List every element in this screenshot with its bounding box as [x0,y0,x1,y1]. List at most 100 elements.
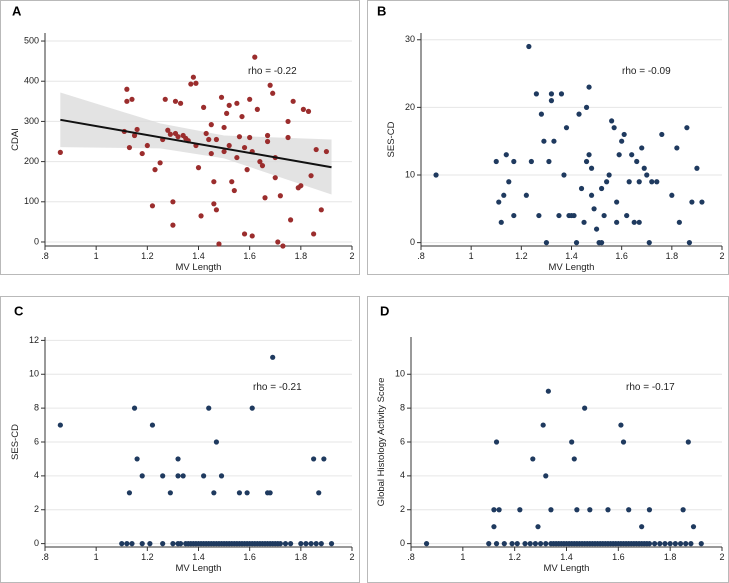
x-tick-label: 1.2 [508,552,521,562]
data-point [646,541,653,547]
data-point [588,192,595,198]
y-tick-label: 8 [400,403,405,413]
data-point [57,149,63,155]
data-point [236,490,243,496]
data-point [621,131,627,138]
data-point [636,219,642,225]
data-point [583,104,590,110]
y-tick-label: 200 [24,156,39,166]
data-point [226,102,232,108]
x-tick-label: .8 [407,552,415,562]
data-point [558,91,565,97]
data-point [267,490,273,496]
x-tick-label: 2 [719,552,724,562]
data-point [652,541,658,547]
data-point [131,132,138,139]
data-point [249,405,255,411]
x-tick-label: 2 [349,552,354,562]
data-point [618,422,624,428]
data-point [659,131,665,138]
data-point [561,172,567,178]
x-tick-label: 1.6 [243,552,256,562]
data-point [631,219,637,225]
x-tick-label: .8 [417,251,425,261]
x-tick-label: 1.6 [612,552,625,562]
x-axis-label: MV Length [176,563,222,574]
data-point [203,130,209,137]
data-point [543,541,549,547]
data-point [583,158,590,165]
data-point [604,179,610,185]
data-point [571,212,577,219]
data-point [167,490,173,496]
x-tick-label: 1.8 [664,552,677,562]
data-point [576,111,582,117]
data-point [239,113,245,120]
data-point [139,150,145,157]
data-point [211,490,217,496]
data-point [639,524,645,530]
data-point [311,231,317,237]
x-tick-label: 2 [719,251,724,261]
data-point [522,541,528,547]
y-tick-label: 8 [34,403,39,413]
data-point [131,405,138,411]
data-point [264,132,271,139]
data-point [311,456,317,462]
data-point [685,439,691,445]
data-point [538,111,545,117]
data-point [537,541,544,547]
data-point [126,490,133,496]
data-point [496,507,502,513]
data-point [300,106,306,112]
x-tick-label: 1 [469,251,474,261]
data-point [221,124,227,131]
x-axis-label: MV Length [544,563,590,574]
x-tick-label: 1.8 [666,251,679,261]
y-tick-label: 30 [405,34,415,44]
data-point [646,507,653,513]
data-point [582,405,588,411]
data-point [581,219,587,225]
data-point [563,125,570,131]
rho-annotation: rho = -0.09 [622,66,671,77]
data-point [165,127,171,133]
data-point [573,240,580,246]
data-point [282,541,289,547]
data-point [526,43,532,50]
data-point [491,524,497,530]
data-point [298,183,304,189]
data-point [686,240,692,246]
y-tick-label: 300 [24,116,39,126]
rho-annotation: rho = -0.21 [253,382,302,393]
x-tick-label: 1.4 [565,251,578,261]
data-point [206,405,212,411]
data-point [236,134,243,140]
data-point [160,541,166,547]
data-point [305,108,312,114]
data-point [267,82,273,88]
panel-label: D [380,303,389,318]
data-point [290,98,296,104]
data-point [599,240,605,246]
data-point [543,473,549,479]
data-point [646,240,652,246]
data-point [536,212,542,219]
data-point [636,179,642,185]
data-point [605,507,611,513]
data-point [241,144,248,151]
data-point [540,422,546,428]
x-tick-label: 1.8 [295,552,308,562]
x-tick-label: 1.8 [295,251,308,261]
data-point [634,158,640,165]
data-point [134,456,140,462]
data-point [669,192,675,198]
data-point [162,96,168,102]
data-point [614,219,620,225]
data-point [298,541,304,547]
data-point [316,490,322,496]
x-tick-label: .8 [41,552,49,562]
data-point [175,134,181,140]
data-point [674,145,680,151]
x-tick-label: 1 [94,552,99,562]
